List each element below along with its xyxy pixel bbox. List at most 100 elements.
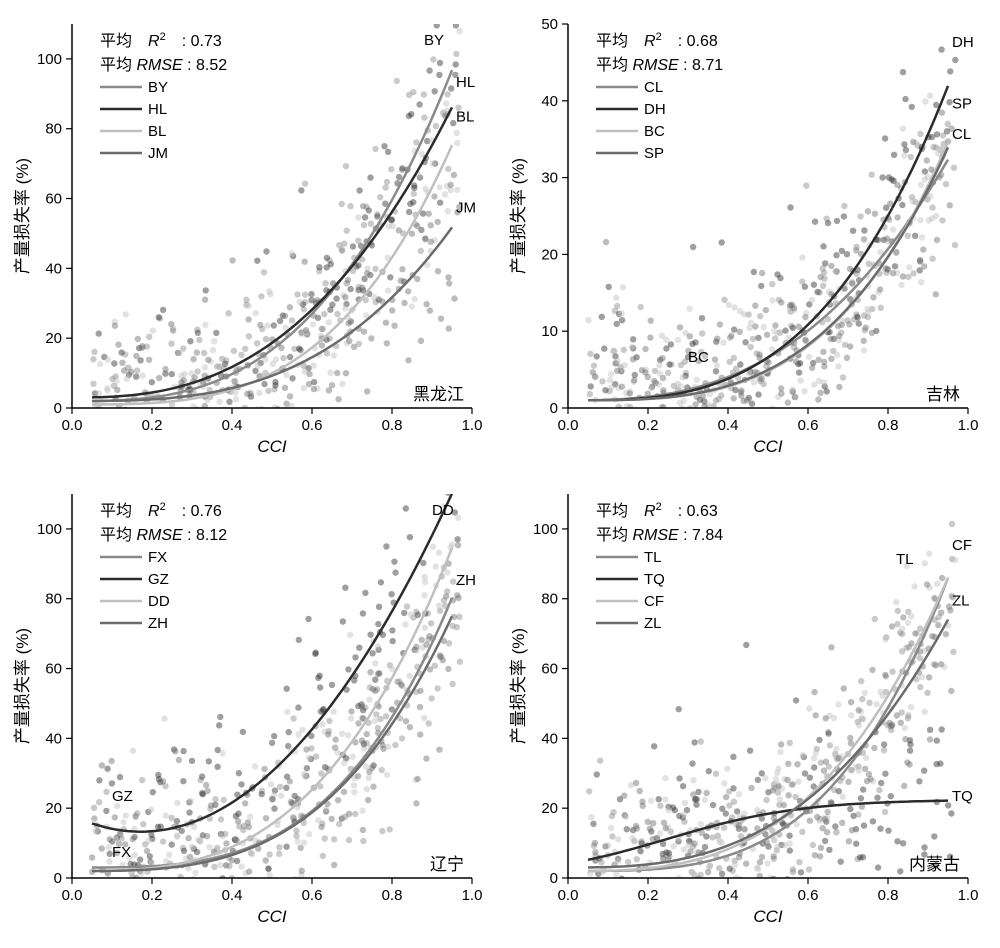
scatter-point — [730, 785, 736, 791]
scatter-point — [284, 709, 290, 715]
series-label-tq: TQ — [952, 788, 973, 805]
scatter-point — [869, 667, 875, 673]
scatter-point — [613, 433, 619, 439]
scatter-point — [782, 842, 788, 848]
scatter-point — [774, 844, 780, 850]
scatter-point — [663, 849, 669, 855]
scatter-point — [702, 844, 708, 850]
scatter-point — [378, 579, 384, 585]
scatter-point — [384, 340, 390, 346]
scatter-point — [310, 362, 316, 368]
scatter-point — [128, 878, 134, 884]
scatter-point — [605, 879, 611, 885]
scatter-point — [195, 412, 201, 418]
scatter-point — [779, 416, 785, 422]
scatter-point — [179, 436, 185, 442]
scatter-point — [793, 394, 799, 400]
scatter-point — [390, 638, 396, 644]
scatter-point — [657, 830, 663, 836]
scatter-point — [790, 869, 796, 875]
scatter-point — [263, 336, 269, 342]
scatter-point — [639, 799, 645, 805]
scatter-point — [596, 422, 602, 428]
scatter-point — [140, 821, 146, 827]
ytick-label: 60 — [541, 661, 558, 678]
scatter-point — [171, 455, 177, 461]
scatter-point — [865, 208, 871, 214]
scatter-point — [234, 911, 240, 917]
scatter-point — [619, 317, 625, 323]
scatter-point — [716, 865, 722, 871]
scatter-point — [381, 143, 387, 149]
scatter-point — [219, 750, 225, 756]
scatter-point — [675, 440, 681, 446]
scatter-point — [859, 696, 865, 702]
scatter-point — [426, 211, 432, 217]
scatter-point — [204, 833, 210, 839]
scatter-point — [366, 775, 372, 781]
scatter-point — [384, 772, 390, 778]
scatter-point — [266, 409, 272, 415]
scatter-point — [938, 610, 944, 616]
scatter-point — [690, 881, 696, 887]
scatter-point — [814, 814, 820, 820]
stat-rmse: 平均 RMSE : 8.52 — [100, 56, 227, 74]
scatter-point — [666, 807, 672, 813]
scatter-point — [134, 891, 140, 897]
scatter-point — [924, 157, 930, 163]
scatter-point — [231, 378, 237, 384]
scatter-point — [119, 444, 125, 450]
scatter-point — [343, 370, 349, 376]
scatter-point — [94, 915, 100, 921]
scatter-point — [618, 416, 624, 422]
scatter-point — [750, 336, 756, 342]
scatter-point — [331, 862, 337, 868]
scatter-point — [856, 320, 862, 326]
scatter-point — [682, 800, 688, 806]
scatter-point — [816, 378, 822, 384]
scatter-point — [154, 441, 160, 447]
scatter-point — [630, 336, 636, 342]
scatter-point — [455, 542, 461, 548]
scatter-point — [910, 270, 916, 276]
scatter-point — [124, 376, 130, 382]
scatter-point — [218, 816, 224, 822]
scatter-point — [894, 214, 900, 220]
scatter-point — [806, 354, 812, 360]
scatter-point — [764, 332, 770, 338]
scatter-point — [276, 844, 282, 850]
scatter-point — [708, 462, 714, 464]
curve-by — [92, 70, 452, 401]
scatter-point — [434, 685, 440, 691]
panel-hlj: 0.00.20.40.60.81.0020406080100产量损失率 (%)C… — [10, 10, 490, 464]
scatter-point — [594, 353, 600, 359]
scatter-point — [362, 214, 368, 220]
series-label-gz: GZ — [112, 788, 133, 805]
scatter-point — [321, 311, 327, 317]
scatter-point — [172, 408, 178, 414]
scatter-point — [235, 818, 241, 824]
scatter-point — [771, 837, 777, 843]
scatter-point — [101, 901, 107, 907]
scatter-point — [856, 707, 862, 713]
scatter-point — [417, 688, 423, 694]
y-axis-label: 产量损失率 (%) — [509, 628, 528, 744]
scatter-point — [908, 704, 914, 710]
scatter-point — [196, 337, 202, 343]
scatter-point — [769, 281, 775, 287]
scatter-point — [658, 880, 664, 886]
scatter-point — [872, 616, 878, 622]
scatter-point — [351, 782, 357, 788]
scatter-point — [359, 285, 365, 291]
scatter-point — [677, 900, 683, 906]
scatter-point — [170, 327, 176, 333]
scatter-point — [104, 899, 110, 905]
scatter-point — [668, 341, 674, 347]
scatter-point — [714, 362, 720, 368]
scatter-point — [762, 775, 768, 781]
scatter-point — [392, 742, 398, 748]
xtick-label: 0.0 — [62, 417, 83, 434]
scatter-point — [216, 399, 222, 405]
scatter-point — [427, 307, 433, 313]
scatter-point — [428, 222, 434, 228]
